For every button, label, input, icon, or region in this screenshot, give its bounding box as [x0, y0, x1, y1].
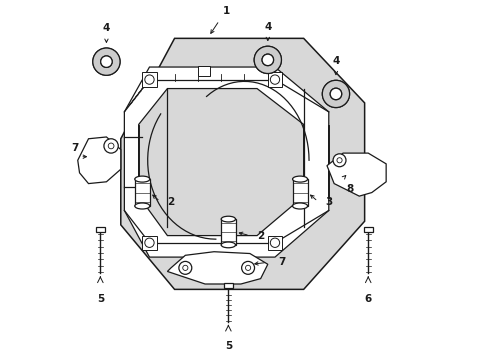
Bar: [135, 179, 149, 206]
Bar: [142, 72, 156, 87]
Bar: [267, 72, 282, 87]
Circle shape: [270, 75, 279, 84]
Ellipse shape: [135, 203, 149, 209]
Circle shape: [108, 143, 114, 149]
Polygon shape: [124, 67, 328, 257]
Ellipse shape: [292, 203, 307, 209]
Circle shape: [179, 261, 191, 274]
Bar: [221, 219, 235, 245]
Ellipse shape: [221, 216, 235, 222]
Bar: [224, 283, 232, 288]
Text: 2: 2: [167, 197, 174, 207]
Bar: [198, 66, 210, 76]
Circle shape: [144, 238, 154, 247]
Text: 4: 4: [264, 22, 271, 32]
Text: 5: 5: [224, 341, 231, 351]
Circle shape: [101, 56, 112, 67]
Circle shape: [93, 48, 120, 75]
Circle shape: [262, 54, 273, 66]
Text: 7: 7: [278, 257, 285, 267]
Ellipse shape: [221, 242, 235, 248]
Circle shape: [322, 80, 349, 108]
Text: 3: 3: [325, 197, 332, 207]
Circle shape: [270, 238, 279, 247]
Bar: [363, 227, 372, 232]
Text: 4: 4: [102, 23, 110, 33]
Polygon shape: [167, 252, 267, 284]
Circle shape: [329, 88, 341, 100]
Polygon shape: [78, 137, 121, 184]
Circle shape: [254, 46, 281, 73]
Polygon shape: [139, 89, 303, 235]
Polygon shape: [326, 153, 386, 196]
Text: 6: 6: [364, 294, 371, 304]
Text: 4: 4: [331, 55, 339, 66]
Ellipse shape: [292, 176, 307, 182]
Circle shape: [104, 139, 118, 153]
Circle shape: [144, 75, 154, 84]
Bar: [292, 179, 307, 206]
Text: 5: 5: [97, 294, 104, 304]
Polygon shape: [121, 39, 364, 289]
Bar: [96, 227, 104, 232]
Circle shape: [241, 261, 254, 274]
Ellipse shape: [135, 176, 149, 182]
Bar: [267, 235, 282, 250]
Circle shape: [183, 265, 187, 270]
Text: 1: 1: [223, 6, 230, 17]
Circle shape: [245, 265, 250, 270]
Bar: [142, 235, 156, 250]
Circle shape: [332, 154, 346, 167]
Circle shape: [336, 158, 342, 163]
Text: 7: 7: [71, 143, 79, 153]
Text: 8: 8: [346, 184, 353, 194]
Text: 2: 2: [257, 231, 264, 240]
